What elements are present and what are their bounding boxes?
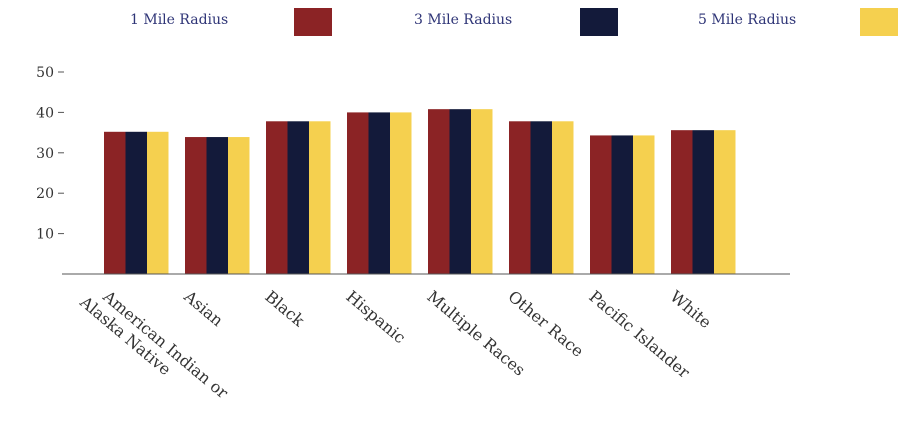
bar-1-mile <box>266 121 288 275</box>
bar-3-mile <box>125 131 147 274</box>
bar-1-mile <box>428 109 450 274</box>
bar-3-mile <box>206 137 228 274</box>
x-category-label-line: Hispanic <box>342 287 409 348</box>
y-tick-label: 20 <box>36 186 54 202</box>
bar-5-mile <box>390 112 412 275</box>
x-category-label: Black <box>261 287 308 331</box>
x-category-label: White <box>666 287 715 332</box>
bar-3-mile <box>449 109 471 274</box>
legend-label-5-mile: 5 Mile Radius <box>698 12 797 28</box>
x-category-label-line: Other Race <box>504 287 587 361</box>
bar-5-mile <box>714 130 736 274</box>
legend-swatch-3-mile <box>580 8 618 36</box>
bar-1-mile <box>671 130 693 274</box>
bar-3-mile <box>611 135 633 274</box>
bar-5-mile <box>552 121 574 275</box>
x-category-label-line: White <box>666 287 715 332</box>
y-tick-label: 10 <box>36 227 54 243</box>
bar-5-mile <box>633 135 655 274</box>
y-tick-label: 30 <box>36 146 54 162</box>
bar-1-mile <box>347 112 369 275</box>
bar-3-mile <box>368 112 390 275</box>
x-category-label-line: Asian <box>180 286 227 330</box>
bar-1-mile <box>185 137 207 274</box>
x-category-label: Other Race <box>504 287 587 361</box>
bar-3-mile <box>692 130 714 274</box>
y-axis-ticks: 10 20 30 40 50 <box>36 65 64 243</box>
chart-legend: 1 Mile Radius 3 Mile Radius 5 Mile Radiu… <box>0 4 913 38</box>
bar-1-mile <box>590 135 612 274</box>
bar-5-mile <box>147 131 169 274</box>
x-category-label: Asian <box>180 286 227 330</box>
x-category-label: American Indian orAlaska Native <box>76 277 232 417</box>
bar-1-mile <box>509 121 531 275</box>
x-category-label: Hispanic <box>342 287 409 348</box>
bar-3-mile <box>287 121 309 275</box>
legend-swatch-5-mile <box>860 8 898 36</box>
y-tick-label: 50 <box>36 65 54 81</box>
bar-1-mile <box>104 131 126 274</box>
bar-group <box>104 109 736 275</box>
x-axis-labels: American Indian orAlaska Native Asian Blac… <box>76 277 716 417</box>
y-tick-label: 40 <box>36 105 54 121</box>
bar-5-mile <box>471 109 493 274</box>
bar-5-mile <box>228 137 250 274</box>
legend-label-3-mile: 3 Mile Radius <box>414 12 513 28</box>
legend-swatch-1-mile <box>294 8 332 36</box>
x-category-label-line: Black <box>261 287 308 331</box>
bar-3-mile <box>530 121 552 275</box>
legend-label-1-mile: 1 Mile Radius <box>130 12 229 28</box>
bar-5-mile <box>309 121 331 275</box>
